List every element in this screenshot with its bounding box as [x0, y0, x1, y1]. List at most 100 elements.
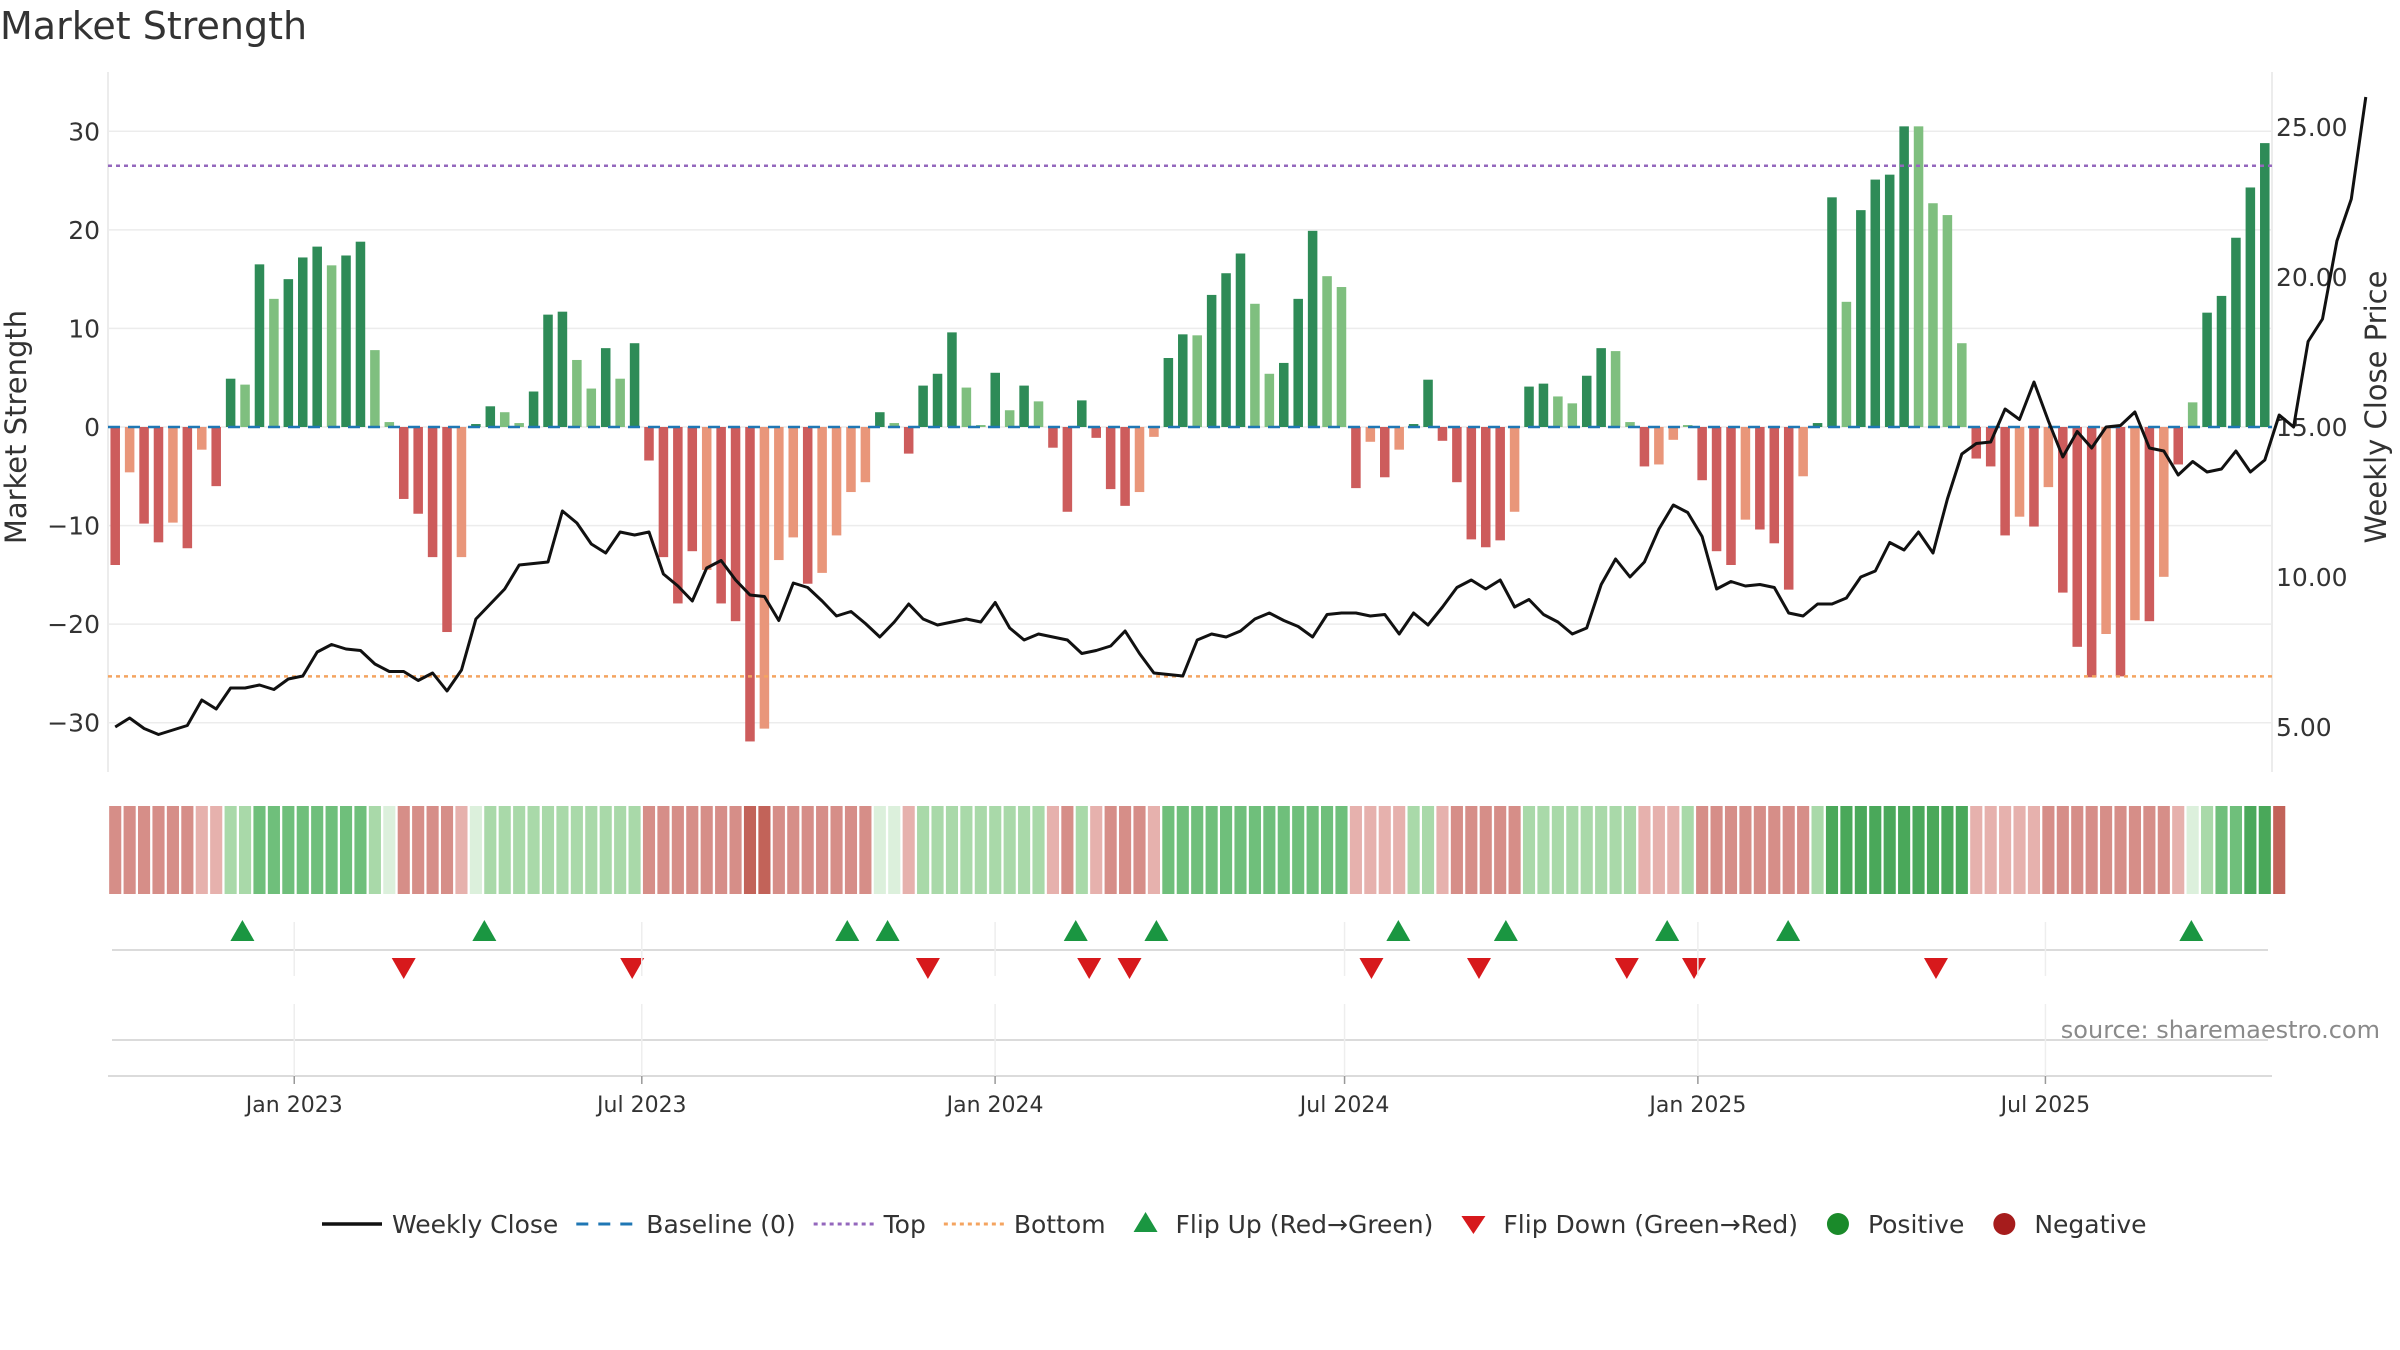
strength-bar [1856, 210, 1866, 427]
strength-strip-cell [2114, 806, 2127, 894]
strength-strip-cell [1263, 806, 1276, 894]
y2-tick-label: 5.00 [2276, 713, 2332, 742]
strength-bar [673, 427, 683, 604]
strength-bar [514, 423, 524, 427]
strength-bar [1048, 427, 1058, 448]
strength-bar [1899, 126, 1909, 427]
legend-item: Negative [1993, 1210, 2147, 1239]
legend-swatch-flip-up [1133, 1212, 1158, 1232]
strength-strip-cell [1364, 806, 1377, 894]
strength-strip-cell [498, 806, 511, 894]
strength-strip-cell [253, 806, 266, 894]
y-tick-label: −20 [47, 610, 100, 639]
strength-strip-cell [2100, 806, 2113, 894]
strength-bar [1336, 287, 1347, 427]
strength-strip-cell [1955, 806, 1968, 894]
strength-bar [168, 427, 178, 523]
strength-strip-cell [1450, 806, 1463, 894]
strength-strip-cell [1869, 806, 1882, 894]
strength-strip-cell [282, 806, 295, 894]
strength-strip-cell [1522, 806, 1536, 894]
strength-bar [1019, 385, 1029, 427]
strength-bar [1437, 427, 1448, 441]
strength-strip-cell [888, 806, 901, 894]
strength-bar [1769, 427, 1780, 544]
flip-down-marker [1923, 958, 1948, 979]
flip-up-marker [1386, 920, 1411, 941]
strength-strip-cell [556, 806, 569, 894]
strength-bar [312, 246, 322, 427]
strength-strip-cell [1970, 806, 1983, 894]
strength-strip-cell [1494, 806, 1507, 894]
flip-up-marker [1655, 920, 1680, 941]
strength-bar [1466, 427, 1477, 540]
strength-bar [2014, 427, 2025, 517]
strength-bar [658, 427, 669, 558]
strength-strip-cell [801, 806, 814, 894]
strength-bar [1423, 379, 1433, 427]
y-tick-label: 30 [68, 117, 100, 146]
strength-bar [586, 388, 597, 427]
legend-label: Baseline (0) [646, 1210, 795, 1239]
strength-bar [2086, 427, 2097, 678]
strength-strip-cell [1898, 806, 1911, 894]
strength-bar [1870, 179, 1881, 427]
strength-bar [1755, 427, 1765, 530]
strength-strip-cell [1248, 806, 1261, 894]
strength-bar [1293, 298, 1303, 427]
strength-bar [211, 427, 221, 487]
y2-tick-label: 10.00 [2276, 563, 2348, 592]
strength-strip-cell [1292, 806, 1305, 894]
y-axis-title: Market Strength [0, 310, 33, 544]
strength-bar [2216, 295, 2227, 427]
strength-strip-cell [311, 806, 324, 894]
strength-strip-cell [2013, 806, 2026, 894]
strength-strip-cell [1046, 806, 1060, 894]
strength-strip-cell [339, 806, 353, 894]
strength-bar [1091, 427, 1101, 438]
flip-up-marker [2179, 920, 2204, 941]
legend-item: Baseline (0) [576, 1210, 796, 1239]
strength-strip-cell [152, 806, 165, 894]
strength-strip-cell [123, 806, 136, 894]
strength-bar [1783, 427, 1794, 590]
strength-bar [110, 427, 120, 565]
strength-strip-cell [1407, 806, 1420, 894]
strength-strip-cell [1739, 806, 1752, 894]
strength-strip-cell [1623, 806, 1637, 894]
strength-bar [1149, 427, 1159, 437]
flip-down-marker [1359, 958, 1384, 979]
strength-bar [961, 387, 972, 427]
strength-strip-cell [2085, 806, 2098, 894]
y-tick-label: 20 [68, 216, 100, 245]
strength-bar [1668, 427, 1679, 440]
strength-strip-cell [657, 806, 670, 894]
strength-bar [1625, 422, 1635, 427]
strength-strip-cell [1638, 806, 1651, 894]
strength-strip-cell [1999, 806, 2012, 894]
strength-strip-cell [397, 806, 410, 894]
strength-strip-cell [917, 806, 930, 894]
strength-bar [197, 427, 207, 450]
strength-bar [1206, 294, 1217, 427]
strength-strip-cell [1724, 806, 1738, 894]
strength-bar [1077, 400, 1087, 427]
strength-bar [701, 427, 712, 570]
legend-label: Flip Up (Red→Green) [1176, 1210, 1434, 1239]
strength-bar [269, 298, 279, 427]
flip-up-marker [1063, 920, 1088, 941]
strength-bar [1351, 427, 1361, 489]
strength-bar [1654, 427, 1664, 465]
strength-bar [1538, 383, 1549, 427]
strength-bar [1812, 423, 1823, 427]
strength-bar [2159, 427, 2169, 577]
legend-swatch-flip-down [1461, 1216, 1486, 1234]
strength-strip-cell [570, 806, 583, 894]
strength-bar [802, 427, 813, 584]
legend-swatch-circle [1826, 1213, 1849, 1235]
strength-bar [1726, 427, 1736, 565]
strength-bar [831, 427, 842, 536]
strength-strip-cell [1421, 806, 1435, 894]
strength-bar [600, 348, 611, 427]
